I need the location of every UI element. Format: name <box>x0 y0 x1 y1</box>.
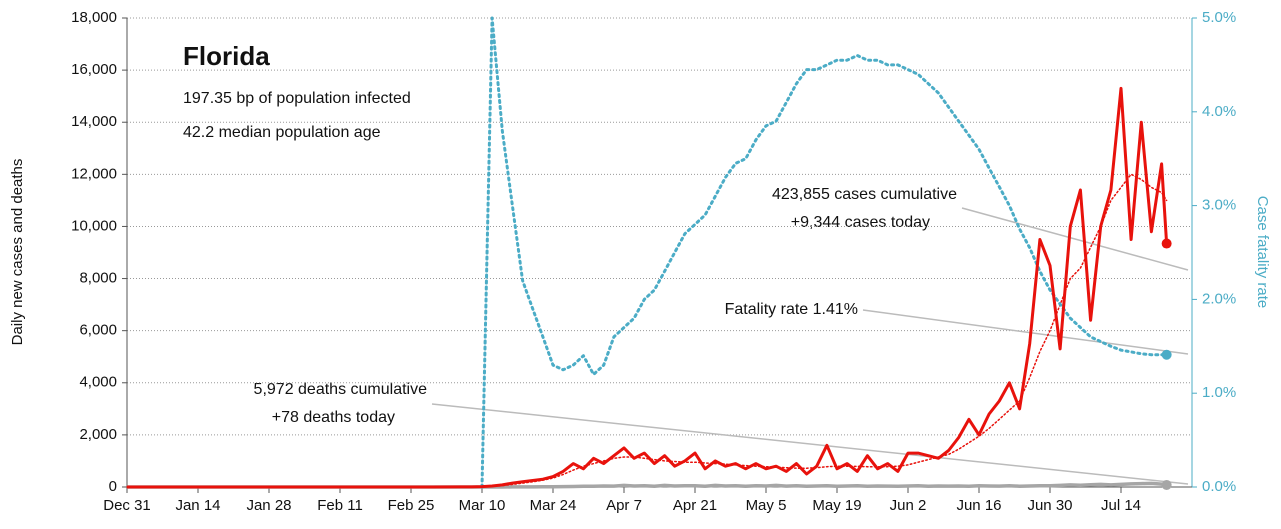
x-tick-label: Jun 30 <box>1027 497 1072 514</box>
annotation: 5,972 deaths cumulative <box>254 381 428 398</box>
x-tick-label: Jun 2 <box>890 497 927 514</box>
leader-line <box>862 309 1189 355</box>
y-tick-label: 18,000 <box>71 9 117 26</box>
annotation: +78 deaths today <box>272 409 395 426</box>
y2-tick-label: 4.0% <box>1202 103 1236 120</box>
x-tick-label: Mar 24 <box>530 497 577 514</box>
x-tick-label: Apr 7 <box>606 497 642 514</box>
series-line <box>126 173 1168 488</box>
y2-tick-label: 5.0% <box>1202 9 1236 26</box>
x-tick-label: May 19 <box>812 497 861 514</box>
annotation: +9,344 cases today <box>791 214 930 231</box>
y-tick-label: 2,000 <box>79 426 117 443</box>
y-tick-label: 14,000 <box>71 113 117 130</box>
x-tick-label: Jan 14 <box>175 497 220 514</box>
y2-tick-label: 2.0% <box>1202 290 1236 307</box>
end-marker <box>1161 349 1172 360</box>
y-tick-label: 16,000 <box>71 61 117 78</box>
x-tick-label: Jan 28 <box>246 497 291 514</box>
leader-line <box>961 207 1189 271</box>
chart-title: Florida <box>183 41 270 71</box>
end-marker <box>1161 238 1172 249</box>
y2-axis-label: Case fatality rate <box>1254 196 1271 309</box>
y-tick-label: 0 <box>109 478 117 495</box>
series-line <box>480 16 1169 489</box>
y2-tick-label: 1.0% <box>1202 384 1236 401</box>
series-line <box>127 86 1169 489</box>
subtitle: 197.35 bp of population infected <box>183 90 411 107</box>
x-tick-label: May 5 <box>746 497 787 514</box>
y-tick-label: 10,000 <box>71 217 117 234</box>
y-tick-label: 4,000 <box>79 374 117 391</box>
y-axis-label: Daily new cases and deaths <box>9 159 26 346</box>
annotation: Fatality rate 1.41% <box>725 301 858 318</box>
x-tick-label: Apr 21 <box>673 497 717 514</box>
y-tick-label: 12,000 <box>71 165 117 182</box>
y2-tick-label: 3.0% <box>1202 197 1236 214</box>
x-tick-label: Feb 25 <box>388 497 435 514</box>
x-tick-label: Jun 16 <box>956 497 1001 514</box>
x-tick-label: Jul 14 <box>1101 497 1141 514</box>
y-tick-label: 8,000 <box>79 270 117 287</box>
x-tick-label: Dec 31 <box>103 497 151 514</box>
series-line <box>127 481 1167 489</box>
end-marker <box>1161 479 1172 490</box>
x-tick-label: Mar 10 <box>459 497 506 514</box>
y2-tick-label: 0.0% <box>1202 478 1236 495</box>
y-tick-label: 6,000 <box>79 322 117 339</box>
annotation: 423,855 cases cumulative <box>772 186 957 203</box>
leader-line <box>431 403 1189 485</box>
x-tick-label: Feb 11 <box>317 497 363 514</box>
subtitle: 42.2 median population age <box>183 124 381 141</box>
